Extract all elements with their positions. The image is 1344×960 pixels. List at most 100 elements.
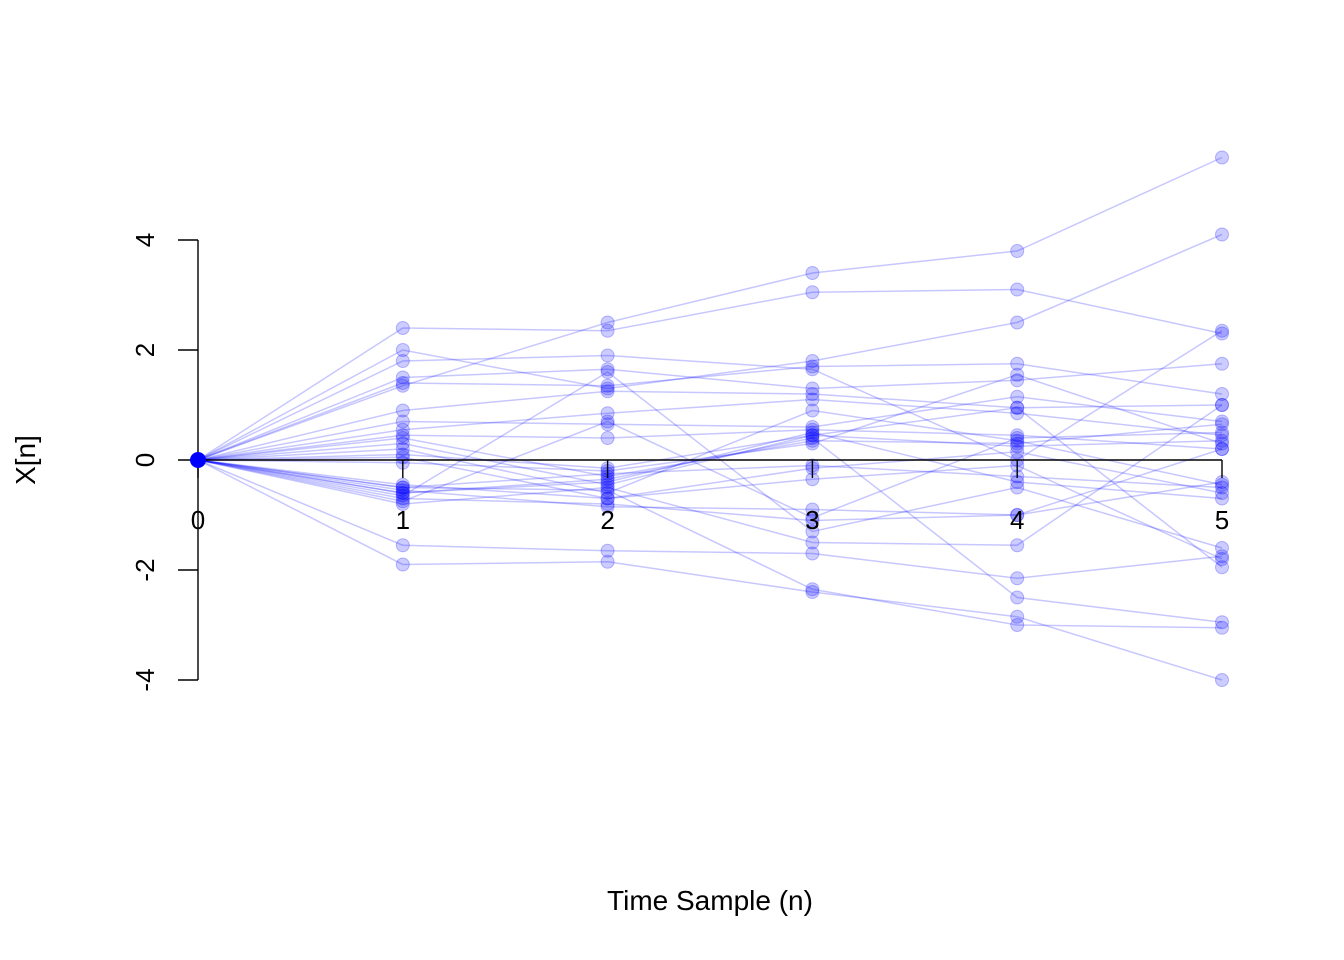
data-point (1010, 315, 1025, 330)
data-point (805, 436, 820, 451)
data-point (1010, 609, 1025, 624)
x-tick-label: 4 (1010, 505, 1024, 535)
data-point (1215, 323, 1229, 338)
data-point (600, 417, 615, 432)
data-point (1010, 436, 1025, 451)
y-tick-label: -2 (130, 558, 160, 581)
data-point (1215, 477, 1229, 492)
series-21 (197, 414, 1229, 525)
data-point (805, 387, 820, 401)
data-point (395, 376, 410, 390)
data-point (1215, 414, 1229, 429)
start-layer (190, 452, 206, 468)
series-line (197, 362, 1223, 461)
data-point (1215, 150, 1229, 165)
data-point (395, 538, 410, 553)
data-point (1215, 326, 1229, 341)
data-point (395, 486, 410, 500)
data-point (600, 477, 615, 492)
series-line (197, 156, 1223, 461)
series-18 (197, 398, 1229, 553)
series-line (197, 409, 1223, 494)
data-point (1010, 367, 1025, 382)
data-point (1215, 436, 1229, 451)
series-line (197, 459, 1223, 560)
series-line (197, 428, 1223, 461)
data-point (1010, 400, 1025, 415)
data-point (1010, 439, 1025, 454)
data-point (395, 483, 410, 498)
data-point (1215, 398, 1229, 412)
series-line (197, 363, 1223, 461)
series-line (197, 459, 1223, 522)
data-point (805, 354, 820, 368)
data-point (1215, 442, 1229, 456)
data-point (395, 497, 410, 511)
x-tick-label: 2 (600, 505, 614, 535)
data-point (805, 433, 820, 448)
data-point (600, 414, 615, 429)
data-point (1010, 480, 1025, 495)
data-point (805, 585, 820, 599)
data-point (1215, 549, 1229, 564)
series-line (197, 459, 1223, 580)
data-point (805, 535, 820, 550)
series-22 (197, 431, 1229, 630)
data-point (1010, 508, 1025, 522)
data-point (1215, 615, 1229, 630)
data-point (600, 378, 615, 393)
series-line (197, 373, 1223, 472)
data-point (1215, 486, 1229, 500)
data-point (395, 414, 410, 429)
data-point (600, 480, 615, 495)
series-2 (197, 227, 1229, 461)
series-5 (197, 356, 1229, 461)
y-tick-label: 0 (130, 453, 160, 467)
data-point (600, 381, 615, 396)
data-point (805, 524, 820, 539)
data-point (600, 431, 615, 445)
series-line (197, 450, 1223, 500)
x-tick-label: 0 (191, 505, 205, 535)
x-tick-label: 3 (805, 505, 819, 535)
series-9 (197, 422, 1229, 461)
series-20 (197, 442, 1229, 522)
data-point (805, 381, 820, 396)
data-point (600, 543, 615, 558)
data-point (805, 420, 820, 434)
data-point (1010, 428, 1025, 443)
series-line (197, 437, 1223, 623)
series-line (197, 459, 1223, 629)
data-point (395, 442, 410, 456)
data-point (395, 403, 410, 418)
y-axis-title: X[n] (10, 435, 41, 485)
data-point (805, 428, 820, 443)
data-point (805, 513, 820, 528)
data-point (395, 491, 410, 506)
data-point (395, 447, 410, 462)
data-point (1010, 431, 1025, 445)
data-point (1215, 541, 1229, 555)
y-tick-label: 2 (130, 343, 160, 357)
data-point (1215, 227, 1229, 242)
data-point (1010, 444, 1025, 459)
data-point (805, 582, 820, 597)
series-line (197, 406, 1223, 568)
data-point (1215, 398, 1229, 412)
data-point (600, 491, 615, 506)
data-point (1010, 356, 1025, 371)
data-point (600, 323, 615, 338)
x-tick-label: 1 (396, 505, 410, 535)
series-0 (197, 282, 1229, 461)
series-10 (197, 417, 1229, 484)
data-point (395, 494, 410, 509)
series-16 (197, 425, 1229, 506)
series-8 (197, 392, 1229, 461)
series-line (197, 233, 1223, 461)
data-point (1215, 425, 1229, 440)
data-point (600, 497, 615, 511)
data-point (1010, 406, 1025, 421)
series-line (197, 420, 1223, 519)
data-point (805, 431, 820, 445)
data-point (395, 557, 410, 572)
